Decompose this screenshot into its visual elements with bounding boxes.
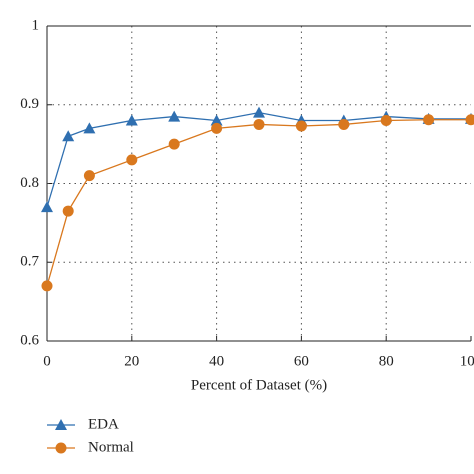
- data-point: [210, 114, 223, 126]
- x-tick-label: 0: [43, 353, 51, 369]
- x-tick-label: 40: [209, 353, 224, 369]
- x-tick-label: 100: [460, 353, 474, 369]
- data-point: [62, 205, 74, 217]
- legend-marker: [55, 442, 67, 454]
- legend-marker: [55, 419, 67, 430]
- series-line: [46, 119, 471, 287]
- data-point: [465, 114, 474, 126]
- data-point: [62, 130, 75, 142]
- x-axis-label: Percent of Dataset (%): [191, 377, 327, 393]
- y-tick-label: 1: [32, 17, 40, 33]
- x-tick-label: 80: [379, 353, 394, 369]
- data-point: [83, 170, 95, 182]
- data-point: [83, 122, 96, 134]
- y-tick-label: 0.6: [20, 332, 39, 348]
- data-point: [253, 118, 265, 130]
- legend-label: Normal: [88, 439, 134, 455]
- y-tick-label: 0.9: [20, 96, 39, 112]
- x-tick-label: 60: [294, 353, 309, 369]
- data-point: [168, 138, 180, 150]
- data-point: [423, 114, 435, 126]
- data-point: [211, 122, 223, 134]
- data-point: [253, 106, 265, 118]
- legend-label: EDA: [88, 416, 119, 432]
- y-tick-label: 0.7: [20, 254, 39, 270]
- data-point: [125, 114, 138, 126]
- data-point: [295, 120, 307, 132]
- data-point: [338, 118, 350, 130]
- data-point: [41, 201, 53, 213]
- y-tick-label: 0.8: [20, 175, 39, 191]
- data-point: [380, 115, 392, 126]
- data-point: [41, 280, 53, 292]
- x-tick-label: 20: [124, 353, 139, 369]
- data-point: [168, 110, 181, 122]
- data-point: [126, 154, 138, 166]
